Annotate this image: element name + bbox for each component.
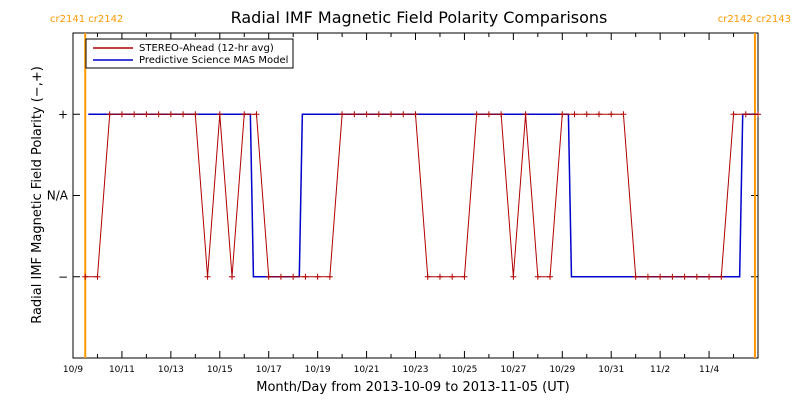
stereo-point (620, 111, 627, 118)
stereo-point (363, 111, 370, 118)
stereo-point (644, 273, 651, 280)
plot-frame (72, 32, 759, 359)
stereo-point (473, 111, 480, 118)
stereo-point (204, 273, 211, 280)
stereo-point (277, 273, 284, 280)
stereo-point (375, 111, 382, 118)
stereo-point (326, 273, 333, 280)
stereo-point (94, 273, 101, 280)
stereo-point (314, 273, 321, 280)
x-tick-label: 10/13 (158, 365, 184, 375)
y-axis-label: Radial IMF Magnetic Field Polarity (−,+) (30, 66, 45, 324)
stereo-point (351, 111, 358, 118)
stereo-point (436, 273, 443, 280)
legend: STEREO-Ahead (12-hr avg) Predictive Scie… (85, 38, 294, 69)
series-stereo-line (85, 113, 758, 278)
x-tick-label: 10/17 (256, 365, 282, 375)
stereo-point (559, 111, 566, 118)
carrington-left-label: cr2141 cr2142 (50, 14, 123, 25)
stereo-point (302, 273, 309, 280)
stereo-point (583, 111, 590, 118)
stereo-point (595, 111, 602, 118)
stereo-point (82, 273, 89, 280)
x-tick-label: 10/31 (598, 365, 624, 375)
stereo-point (657, 273, 664, 280)
stereo-point (485, 111, 492, 118)
stereo-point (681, 273, 688, 280)
stereo-point (167, 111, 174, 118)
x-tick-label: 10/25 (451, 365, 477, 375)
stereo-point (718, 273, 725, 280)
x-tick-label: 10/29 (549, 365, 575, 375)
stereo-point (155, 111, 162, 118)
x-tick-label: 11/4 (699, 365, 719, 375)
stereo-point (608, 111, 615, 118)
stereo-point (131, 111, 138, 118)
legend-label-model: Predictive Science MAS Model (139, 55, 288, 66)
series-model-line (88, 113, 758, 278)
stereo-point (547, 273, 554, 280)
x-axis-label: Month/Day from 2013-10-09 to 2013-11-05 … (256, 380, 569, 395)
x-tick-label: 10/15 (207, 365, 233, 375)
stereo-point (180, 111, 187, 118)
stereo-point (229, 273, 236, 280)
stereo-point (498, 111, 505, 118)
stereo-point (534, 273, 541, 280)
stereo-point (755, 111, 761, 118)
stereo-point (706, 273, 713, 280)
x-tick-label: 10/27 (500, 365, 526, 375)
x-tick-label: 10/23 (403, 365, 429, 375)
stereo-point (449, 273, 456, 280)
carrington-right-label: cr2142 cr2143 (718, 14, 791, 25)
stereo-point (412, 111, 419, 118)
stereo-point (400, 111, 407, 118)
stereo-point (730, 111, 737, 118)
stereo-point (253, 111, 260, 118)
stereo-point (143, 111, 150, 118)
stereo-point (522, 111, 529, 118)
y-tick-label: − (58, 270, 68, 284)
stereo-point (632, 273, 639, 280)
x-tick-label: 10/11 (109, 365, 135, 375)
stereo-point (742, 111, 749, 118)
stereo-point (339, 111, 346, 118)
stereo-point (241, 111, 248, 118)
plot-area: 10/9 10/11 10/13 10/15 10/17 10/19 10/21 10/23 1… (47, 32, 761, 375)
y-tick-label: + (58, 107, 68, 121)
y-tick-label: N/A (47, 189, 69, 203)
chart-title: Radial IMF Magnetic Field Polarity Compa… (231, 8, 608, 27)
stereo-point (669, 273, 676, 280)
legend-frame (85, 38, 294, 69)
stereo-point (510, 273, 517, 280)
x-tick-label: 11/2 (650, 365, 670, 375)
stereo-point (216, 111, 223, 118)
stereo-point (265, 273, 272, 280)
stereo-point (571, 111, 578, 118)
stereo-point (424, 273, 431, 280)
stereo-point (461, 273, 468, 280)
stereo-point (290, 273, 297, 280)
x-tick-label: 10/21 (354, 365, 380, 375)
stereo-point (693, 273, 700, 280)
x-tick-label: 10/19 (305, 365, 331, 375)
stereo-point (388, 111, 395, 118)
x-tick-label: 10/9 (63, 365, 83, 375)
stereo-point (118, 111, 125, 118)
stereo-point (192, 111, 199, 118)
legend-label-stereo: STEREO-Ahead (12-hr avg) (139, 43, 274, 54)
stereo-point (106, 111, 113, 118)
